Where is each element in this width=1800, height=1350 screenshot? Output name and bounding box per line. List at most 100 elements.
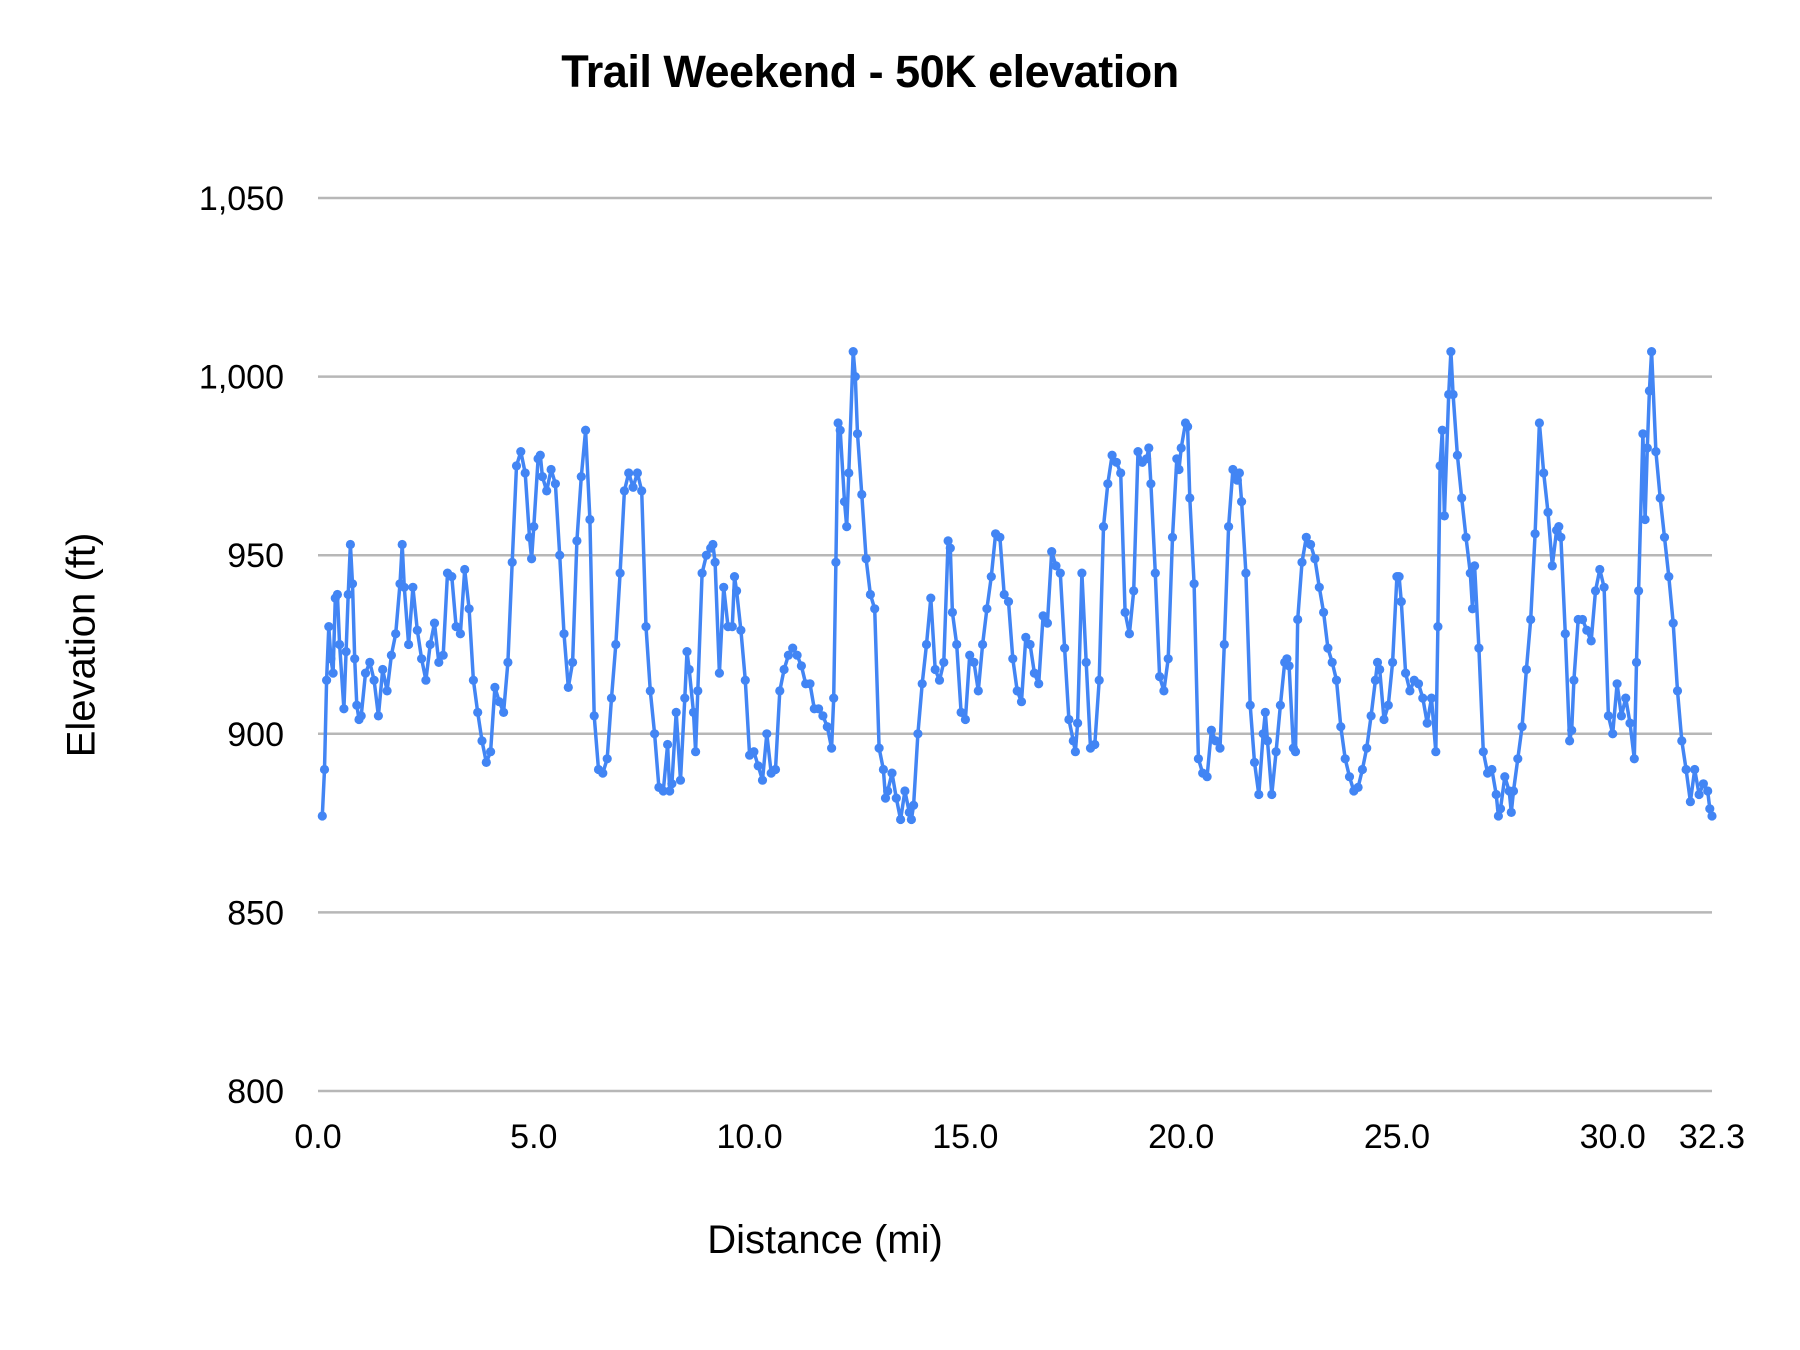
data-point [1237, 497, 1247, 507]
data-point [650, 729, 660, 739]
data-point [1150, 568, 1160, 578]
data-point [1336, 722, 1346, 732]
data-point [1707, 811, 1717, 821]
data-point [1193, 754, 1203, 764]
data-point [1590, 586, 1601, 596]
data-point [1560, 629, 1570, 639]
data-point [1448, 389, 1458, 400]
data-point [615, 568, 625, 578]
data-point [1172, 454, 1182, 464]
data-point [1262, 736, 1273, 746]
data-point [1081, 657, 1091, 668]
data-point [1685, 797, 1695, 807]
data-point [1319, 607, 1329, 618]
data-point [939, 657, 949, 668]
data-point [1224, 522, 1234, 532]
data-point [1478, 747, 1488, 757]
data-point [1055, 568, 1065, 578]
data-point [1025, 639, 1035, 650]
data-point [1655, 493, 1665, 503]
data-point [770, 764, 781, 775]
data-point [408, 582, 418, 592]
data-point [397, 539, 407, 550]
data-point [1638, 429, 1648, 439]
data-point [762, 729, 772, 739]
data-point [637, 486, 647, 496]
data-point [732, 586, 742, 596]
data-point [878, 764, 889, 775]
data-point [1146, 479, 1156, 489]
data-point [714, 668, 725, 678]
x-tick-label-30.0: 30.0 [1580, 1118, 1646, 1156]
data-point [507, 557, 517, 567]
data-point [1260, 707, 1270, 718]
data-point [477, 736, 487, 746]
data-point [986, 572, 996, 582]
data-point [464, 604, 474, 614]
data-point [1047, 547, 1057, 557]
data-point [1543, 507, 1553, 517]
data-point [909, 800, 919, 810]
data-point [1176, 443, 1186, 453]
data-point [1340, 754, 1350, 764]
data-point [1530, 529, 1540, 539]
data-point [1470, 561, 1480, 571]
data-point [1616, 711, 1626, 721]
data-point [606, 693, 617, 703]
data-point [1008, 654, 1018, 664]
data-point [1111, 457, 1121, 467]
data-point [1465, 568, 1475, 578]
data-point [1362, 743, 1372, 753]
data-point [1249, 757, 1260, 768]
data-point [900, 786, 910, 796]
data-point [559, 629, 569, 639]
data-point [1042, 618, 1052, 628]
data-point [1457, 493, 1467, 503]
data-point [339, 704, 349, 714]
data-point [796, 661, 807, 671]
data-point [332, 589, 342, 600]
data-point [973, 686, 983, 696]
data-point [1034, 679, 1044, 689]
data-point [1690, 764, 1700, 775]
data-point [665, 786, 675, 796]
data-point [947, 607, 958, 618]
data-point [831, 557, 841, 567]
data-point [1357, 764, 1367, 775]
data-point [1215, 743, 1225, 753]
data-point [542, 486, 552, 496]
data-point [641, 622, 651, 632]
data-point [1124, 629, 1134, 639]
data-point [1189, 579, 1199, 589]
data-point [818, 711, 828, 721]
x-tick-label-0.0: 0.0 [294, 1118, 341, 1156]
data-point [1185, 493, 1195, 503]
data-point [691, 747, 701, 757]
data-point [1705, 804, 1715, 814]
data-point [896, 814, 906, 825]
x-axis-title: Distance (mi) [707, 1218, 943, 1262]
data-point [345, 539, 355, 550]
data-point [1310, 554, 1320, 564]
data-point [1595, 564, 1605, 575]
data-point [1232, 475, 1242, 485]
data-point [527, 554, 537, 564]
data-point [572, 536, 582, 546]
data-point [499, 707, 509, 718]
data-point [1051, 561, 1061, 571]
data-point [1366, 711, 1376, 721]
y-tick-label-1000: 1,000 [199, 359, 284, 397]
data-point [835, 425, 845, 435]
data-point [857, 489, 867, 500]
x-tick-label-20.0: 20.0 [1148, 1118, 1214, 1156]
data-point [1077, 568, 1087, 578]
data-point [568, 657, 578, 668]
data-point [1631, 657, 1642, 668]
data-point [1314, 582, 1324, 592]
data-point [645, 686, 655, 696]
data-point [1446, 347, 1456, 357]
data-point [1612, 679, 1622, 689]
data-point [341, 647, 351, 657]
data-point [1301, 532, 1311, 542]
data-point [1375, 664, 1385, 675]
